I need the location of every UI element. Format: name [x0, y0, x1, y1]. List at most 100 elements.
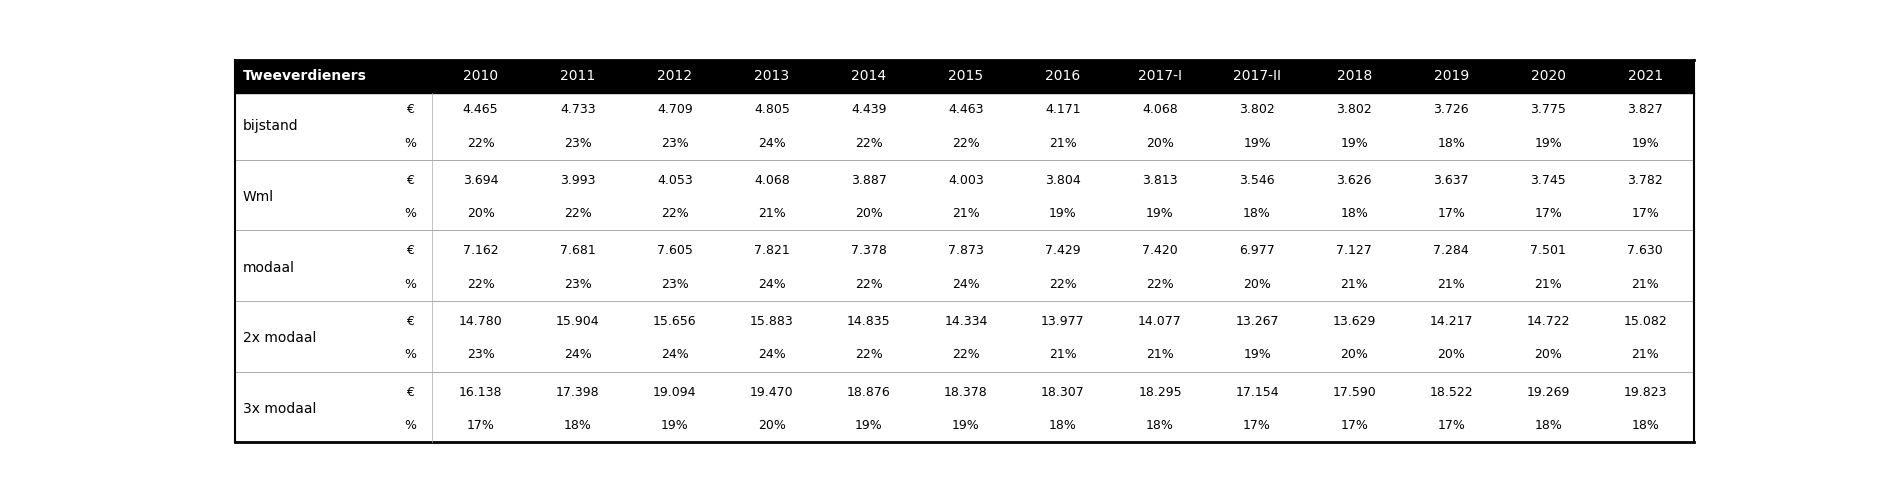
Text: 7.162: 7.162 [463, 245, 499, 257]
Text: Tweeverdieners: Tweeverdieners [243, 69, 367, 83]
Text: 19.094: 19.094 [653, 386, 696, 399]
Text: 3x modaal: 3x modaal [243, 402, 316, 416]
Text: 3.745: 3.745 [1530, 174, 1566, 187]
Text: 20%: 20% [758, 419, 787, 432]
Text: 22%: 22% [661, 207, 689, 220]
Text: 15.883: 15.883 [749, 315, 794, 328]
Text: 24%: 24% [952, 278, 981, 291]
Text: 3.993: 3.993 [561, 174, 595, 187]
Text: 18.876: 18.876 [847, 386, 890, 399]
Text: 21%: 21% [1438, 278, 1464, 291]
Text: 14.835: 14.835 [847, 315, 890, 328]
Text: 19%: 19% [1534, 137, 1562, 150]
Text: 22%: 22% [1146, 278, 1174, 291]
Text: 19%: 19% [1632, 137, 1660, 150]
Text: 7.681: 7.681 [559, 245, 595, 257]
Text: 17%: 17% [467, 419, 495, 432]
Text: %: % [405, 207, 416, 220]
Text: 4.709: 4.709 [657, 103, 693, 116]
Text: 19%: 19% [1244, 348, 1270, 361]
Text: 24%: 24% [758, 348, 785, 361]
Text: 18%: 18% [565, 419, 591, 432]
Text: 22%: 22% [952, 348, 981, 361]
Text: 3.726: 3.726 [1434, 103, 1470, 116]
Text: 17%: 17% [1632, 207, 1660, 220]
Text: 21%: 21% [1632, 278, 1660, 291]
Text: 2021: 2021 [1628, 69, 1664, 83]
Text: 18%: 18% [1534, 419, 1562, 432]
Text: 2019: 2019 [1434, 69, 1468, 83]
Text: 2017-II: 2017-II [1233, 69, 1282, 83]
Text: bijstand: bijstand [243, 119, 297, 133]
Text: 4.733: 4.733 [561, 103, 595, 116]
Text: 19%: 19% [661, 419, 689, 432]
Text: 19%: 19% [854, 419, 883, 432]
Text: modaal: modaal [243, 260, 295, 275]
Text: 21%: 21% [1632, 348, 1660, 361]
Text: 18%: 18% [1632, 419, 1660, 432]
Text: 18.307: 18.307 [1041, 386, 1084, 399]
Text: 23%: 23% [565, 137, 591, 150]
Text: €: € [407, 386, 414, 399]
Text: 20%: 20% [1340, 348, 1368, 361]
Text: €: € [407, 174, 414, 187]
Text: 22%: 22% [467, 278, 495, 291]
Text: 22%: 22% [854, 137, 883, 150]
Text: 4.465: 4.465 [463, 103, 499, 116]
Text: 19.470: 19.470 [751, 386, 794, 399]
Text: €: € [407, 315, 414, 328]
Text: 7.873: 7.873 [949, 245, 984, 257]
Text: 20%: 20% [854, 207, 883, 220]
Text: 2020: 2020 [1530, 69, 1566, 83]
Text: 23%: 23% [467, 348, 495, 361]
Text: 22%: 22% [467, 137, 495, 150]
Text: 3.802: 3.802 [1238, 103, 1274, 116]
Text: 13.629: 13.629 [1332, 315, 1376, 328]
Text: 23%: 23% [661, 137, 689, 150]
Text: 17%: 17% [1438, 207, 1464, 220]
Text: 23%: 23% [565, 278, 591, 291]
Text: 7.429: 7.429 [1045, 245, 1080, 257]
Text: 18%: 18% [1438, 137, 1464, 150]
Text: 15.904: 15.904 [555, 315, 600, 328]
Text: 4.805: 4.805 [755, 103, 790, 116]
Text: 3.782: 3.782 [1628, 174, 1664, 187]
Text: 22%: 22% [565, 207, 591, 220]
Text: 2012: 2012 [657, 69, 693, 83]
Text: 4.171: 4.171 [1045, 103, 1080, 116]
Text: 14.217: 14.217 [1430, 315, 1474, 328]
Text: 3.694: 3.694 [463, 174, 499, 187]
Text: 15.656: 15.656 [653, 315, 696, 328]
Text: 18%: 18% [1146, 419, 1174, 432]
Text: 24%: 24% [565, 348, 591, 361]
Text: 17.398: 17.398 [555, 386, 600, 399]
Text: 3.637: 3.637 [1434, 174, 1470, 187]
Text: 4.003: 4.003 [949, 174, 984, 187]
Text: 3.887: 3.887 [851, 174, 886, 187]
Text: 17%: 17% [1438, 419, 1464, 432]
Text: 4.463: 4.463 [949, 103, 984, 116]
Text: 7.127: 7.127 [1336, 245, 1372, 257]
Text: 3.813: 3.813 [1142, 174, 1178, 187]
Text: %: % [405, 348, 416, 361]
Text: 7.605: 7.605 [657, 245, 693, 257]
Text: 4.068: 4.068 [1142, 103, 1178, 116]
Text: 7.630: 7.630 [1628, 245, 1664, 257]
Text: 20%: 20% [1534, 348, 1562, 361]
Text: 20%: 20% [1438, 348, 1464, 361]
Text: 19.823: 19.823 [1624, 386, 1667, 399]
Text: 13.977: 13.977 [1041, 315, 1084, 328]
Text: 18.295: 18.295 [1139, 386, 1182, 399]
Text: 16.138: 16.138 [459, 386, 502, 399]
Text: 20%: 20% [1146, 137, 1174, 150]
Text: 7.501: 7.501 [1530, 245, 1566, 257]
Text: 7.821: 7.821 [755, 245, 790, 257]
Text: 13.267: 13.267 [1235, 315, 1280, 328]
Text: 3.827: 3.827 [1628, 103, 1664, 116]
Text: 18%: 18% [1244, 207, 1270, 220]
Text: 18.378: 18.378 [945, 386, 988, 399]
Text: 2015: 2015 [949, 69, 984, 83]
Text: 2018: 2018 [1336, 69, 1372, 83]
Text: 22%: 22% [854, 348, 883, 361]
Text: %: % [405, 137, 416, 150]
